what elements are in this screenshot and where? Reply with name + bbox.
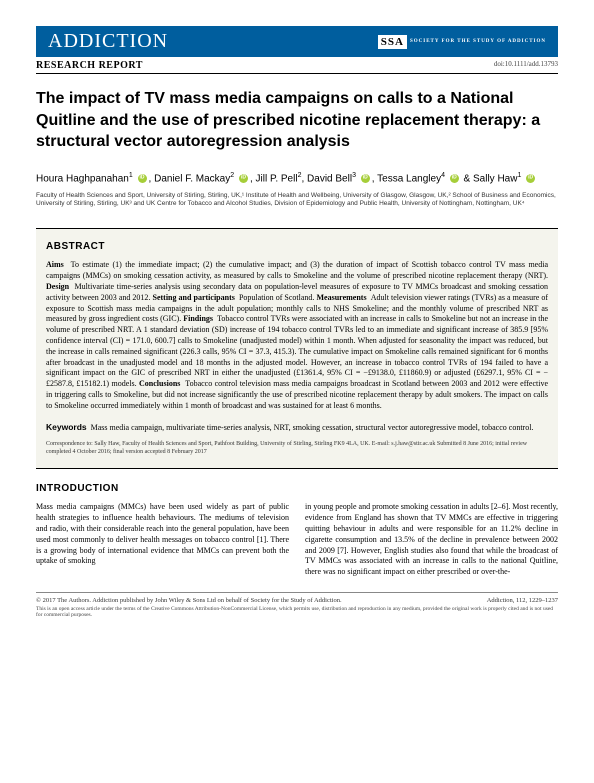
orcid-icon[interactable] <box>526 174 535 183</box>
sub-header: RESEARCH REPORT doi:10.1111/add.13793 <box>36 57 558 74</box>
abstract-text: Aims To estimate (1) the immediate impac… <box>46 260 548 411</box>
intro-heading: INTRODUCTION <box>36 483 558 494</box>
keywords: Keywords Mass media campaign, multivaria… <box>46 422 548 434</box>
abstract-heading: ABSTRACT <box>46 241 548 252</box>
orcid-icon[interactable] <box>361 174 370 183</box>
journal-header: ADDICTION SSA SOCIETY FOR THE STUDY OF A… <box>36 26 558 57</box>
author: Jill P. Pell <box>256 173 298 184</box>
footer: © 2017 The Authors. Addiction published … <box>36 592 558 604</box>
author: David Bell <box>307 173 352 184</box>
author: Daniel F. Mackay <box>154 173 230 184</box>
ssa-logo: SSA SOCIETY FOR THE STUDY OF ADDICTION <box>378 35 546 49</box>
column-left: Mass media campaigns (MMCs) have been us… <box>36 502 289 578</box>
copyright: © 2017 The Authors. Addiction published … <box>36 597 342 604</box>
author: Sally Haw <box>473 173 517 184</box>
authors: Houra Haghpanahan1 , Daniel F. Mackay2 ,… <box>36 171 558 186</box>
correspondence: Correspondence to: Sally Haw, Faculty of… <box>46 441 548 456</box>
body-columns: Mass media campaigns (MMCs) have been us… <box>36 502 558 578</box>
author: Houra Haghpanahan <box>36 173 129 184</box>
doi: doi:10.1111/add.13793 <box>494 60 558 71</box>
license-note: This is an open access article under the… <box>36 606 558 619</box>
article-title: The impact of TV mass media campaigns on… <box>36 88 558 153</box>
author: Tessa Langley <box>377 173 441 184</box>
abstract-block: ABSTRACT Aims To estimate (1) the immedi… <box>36 228 558 469</box>
orcid-icon[interactable] <box>450 174 459 183</box>
orcid-icon[interactable] <box>138 174 147 183</box>
affiliations: Faculty of Health Sciences and Sport, Un… <box>36 192 558 208</box>
journal-name: ADDICTION <box>48 30 168 53</box>
column-right: in young people and promote smoking cess… <box>305 502 558 578</box>
citation: Addiction, 112, 1229–1237 <box>487 597 558 604</box>
section-label: RESEARCH REPORT <box>36 60 143 71</box>
orcid-icon[interactable] <box>239 174 248 183</box>
